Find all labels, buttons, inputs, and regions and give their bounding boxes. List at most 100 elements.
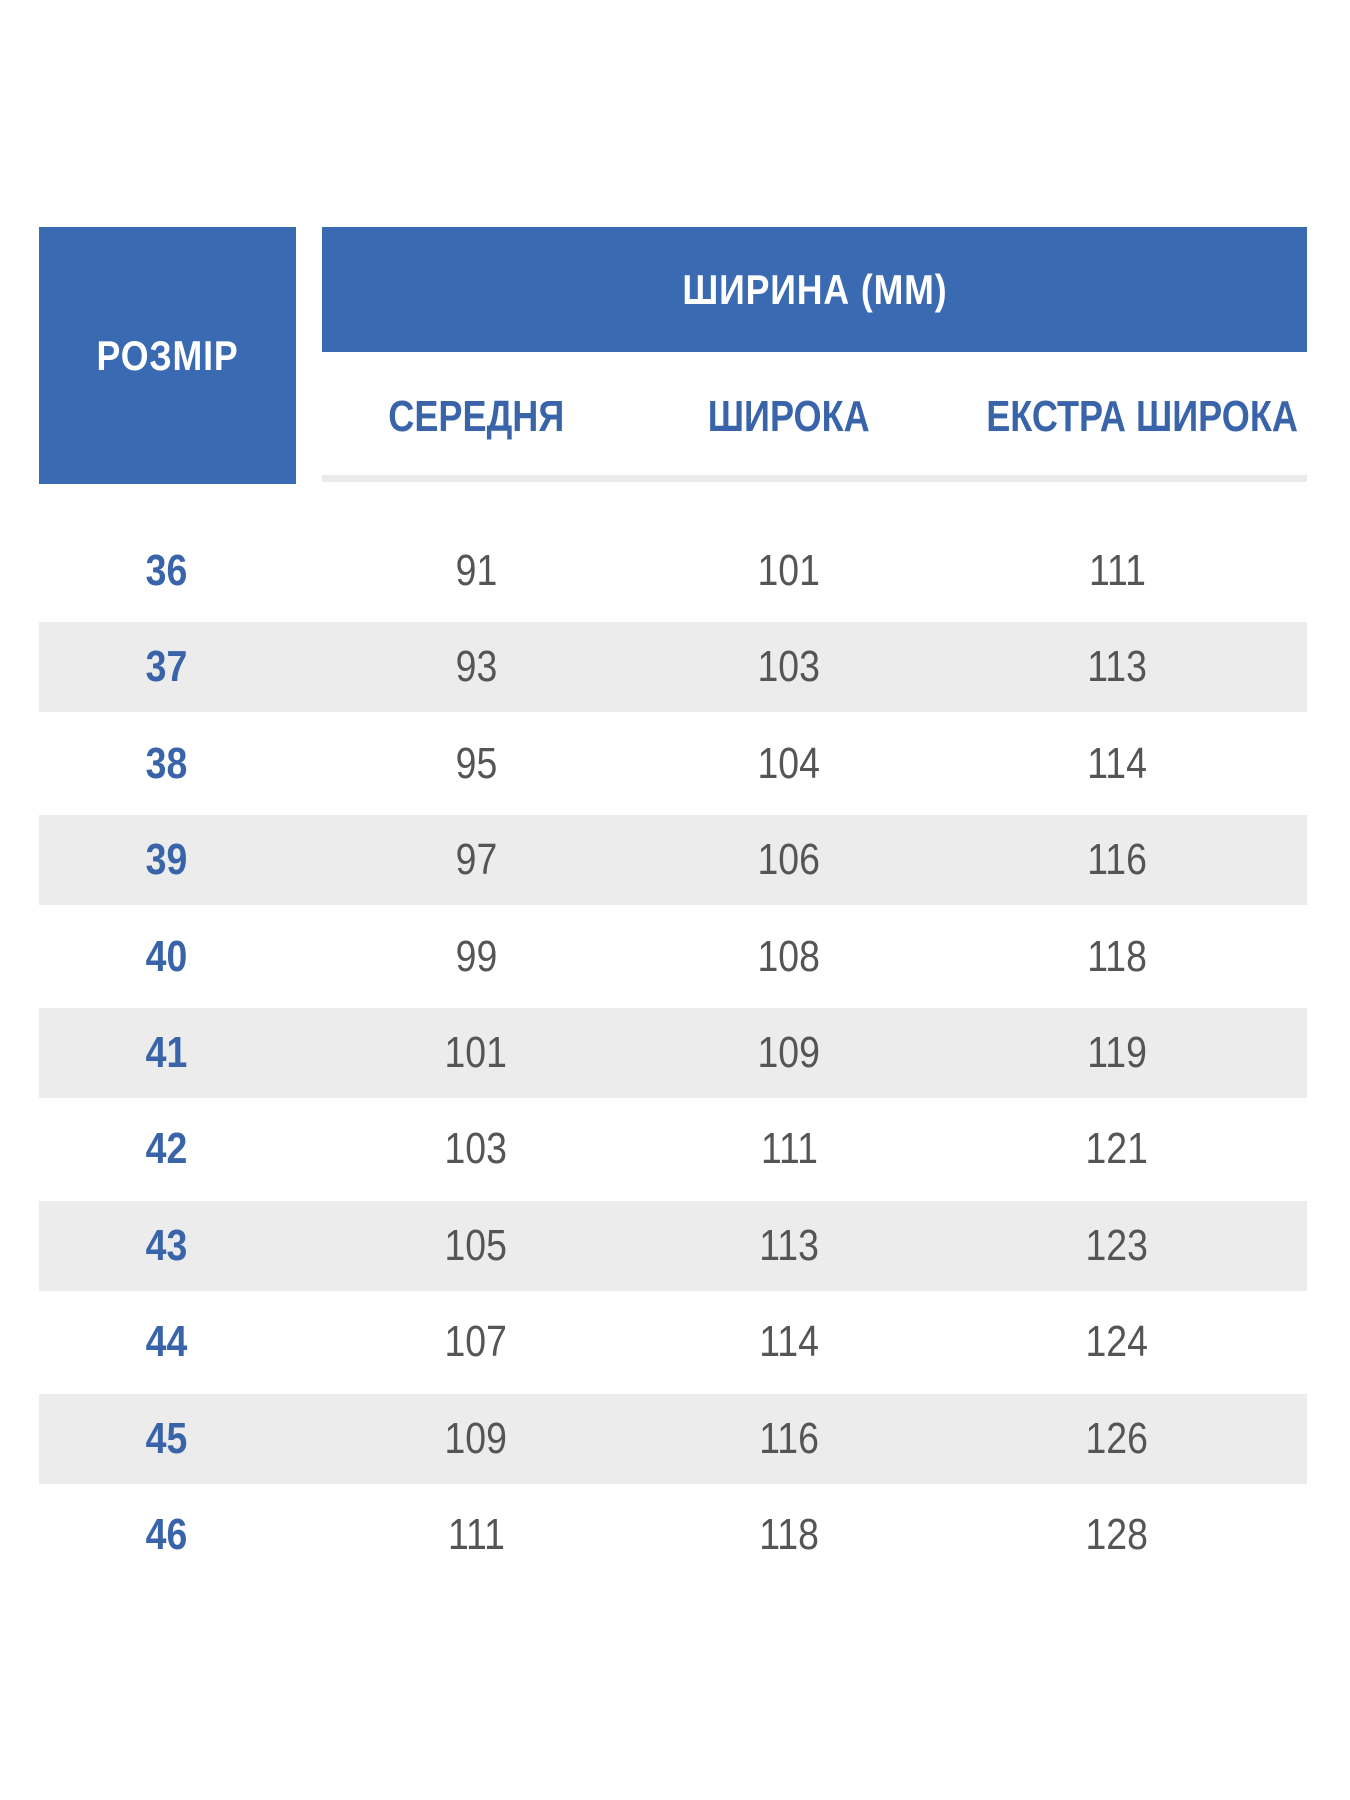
extra-wide-width-cell: 123 (967, 1201, 1267, 1291)
cell-value: 44 (145, 1317, 187, 1367)
medium-width-cell: 109 (326, 1394, 626, 1484)
cell-value: 46 (145, 1510, 187, 1559)
cell-value: 40 (145, 931, 187, 981)
cell-value: 116 (1087, 835, 1147, 885)
table-row: 44 107 114 124 (39, 1297, 1307, 1387)
cell-value: 43 (145, 1220, 187, 1270)
cell-value: 105 (444, 1220, 508, 1270)
cell-value: 119 (1087, 1028, 1147, 1077)
cell-value: 101 (444, 1028, 508, 1077)
wide-width-cell: 108 (639, 912, 939, 1002)
size-cell: 41 (16, 1008, 316, 1098)
wide-width-cell: 114 (639, 1297, 939, 1387)
size-cell: 39 (16, 815, 316, 905)
wide-width-cell: 109 (639, 1008, 939, 1098)
cell-value: 108 (757, 931, 821, 981)
cell-value: 37 (145, 642, 187, 692)
extra-wide-width-cell: 128 (967, 1490, 1267, 1580)
size-cell: 45 (16, 1394, 316, 1484)
size-column-header: РОЗМІР (39, 227, 296, 484)
size-cell: 36 (16, 526, 316, 616)
cell-value: 111 (1088, 546, 1146, 595)
subheader-extra-wide: ЕКСТРА ШИРОКА (952, 392, 1298, 442)
cell-value: 111 (760, 1124, 818, 1174)
medium-width-cell: 95 (326, 719, 626, 809)
cell-value: 41 (145, 1028, 187, 1077)
extra-wide-width-cell: 111 (967, 526, 1267, 616)
cell-value: 36 (145, 546, 187, 595)
table-row: 41 101 109 119 (39, 1008, 1307, 1098)
wide-width-cell: 101 (639, 526, 939, 616)
table-row: 37 93 103 113 (39, 622, 1307, 713)
cell-value: 116 (759, 1413, 819, 1463)
cell-value: 95 (455, 738, 497, 788)
table-row: 45 109 116 126 (39, 1393, 1307, 1484)
wide-width-cell: 103 (639, 622, 939, 712)
wide-width-cell: 111 (639, 1104, 939, 1194)
cell-value: 103 (444, 1124, 508, 1174)
cell-value: 118 (759, 1510, 819, 1559)
cell-value: 106 (757, 835, 821, 885)
cell-value: 103 (757, 642, 821, 692)
extra-wide-width-cell: 119 (967, 1008, 1267, 1098)
wide-width-cell: 116 (639, 1394, 939, 1484)
size-cell: 46 (16, 1490, 316, 1580)
table-row: 43 105 113 123 (39, 1200, 1307, 1291)
cell-value: 45 (145, 1413, 187, 1463)
size-cell: 40 (16, 912, 316, 1002)
medium-width-cell: 111 (326, 1490, 626, 1580)
cell-value: 38 (145, 738, 187, 788)
table-row: 42 103 111 121 (39, 1104, 1307, 1194)
medium-width-cell: 101 (326, 1008, 626, 1098)
size-cell: 43 (16, 1201, 316, 1291)
extra-wide-width-cell: 124 (967, 1297, 1267, 1387)
cell-value: 109 (757, 1028, 821, 1077)
table-row: 39 97 106 116 (39, 815, 1307, 906)
size-cell: 44 (16, 1297, 316, 1387)
medium-width-cell: 99 (326, 912, 626, 1002)
subheader-wide-label: ШИРОКА (708, 392, 870, 441)
cell-value: 126 (1085, 1413, 1149, 1463)
cell-value: 101 (757, 546, 821, 595)
extra-wide-width-cell: 114 (967, 719, 1267, 809)
subheader-medium: СЕРЕДНЯ (311, 392, 641, 442)
cell-value: 121 (1085, 1124, 1149, 1174)
cell-value: 109 (444, 1413, 508, 1463)
cell-value: 97 (455, 835, 497, 885)
extra-wide-width-cell: 118 (967, 912, 1267, 1002)
size-header-label: РОЗМІР (96, 331, 239, 379)
medium-width-cell: 93 (326, 622, 626, 712)
cell-value: 91 (455, 546, 497, 595)
subheader-wide: ШИРОКА (624, 392, 954, 442)
medium-width-cell: 105 (326, 1201, 626, 1291)
width-column-group-header: ШИРИНА (ММ) (322, 227, 1307, 352)
cell-value: 113 (759, 1220, 819, 1270)
extra-wide-width-cell: 126 (967, 1394, 1267, 1484)
subheader-extra-wide-label: ЕКСТРА ШИРОКА (986, 392, 1298, 441)
cell-value: 123 (1085, 1220, 1149, 1270)
cell-value: 114 (1087, 738, 1147, 788)
cell-value: 124 (1085, 1317, 1149, 1367)
header-divider (322, 475, 1307, 482)
cell-value: 114 (759, 1317, 819, 1367)
extra-wide-width-cell: 121 (967, 1104, 1267, 1194)
wide-width-cell: 118 (639, 1490, 939, 1580)
cell-value: 99 (455, 931, 497, 981)
size-cell: 42 (16, 1104, 316, 1194)
table-row: 38 95 104 114 (39, 719, 1307, 809)
extra-wide-width-cell: 113 (967, 622, 1267, 712)
cell-value: 93 (455, 642, 497, 692)
subheader-medium-label: СЕРЕДНЯ (388, 392, 564, 441)
table-row: 36 91 101 111 (39, 526, 1307, 616)
medium-width-cell: 97 (326, 815, 626, 905)
medium-width-cell: 91 (326, 526, 626, 616)
wide-width-cell: 113 (639, 1201, 939, 1291)
cell-value: 42 (145, 1124, 187, 1174)
wide-width-cell: 104 (639, 719, 939, 809)
cell-value: 111 (447, 1510, 505, 1559)
width-header-label: ШИРИНА (ММ) (681, 265, 948, 313)
wide-width-cell: 106 (639, 815, 939, 905)
cell-value: 104 (757, 738, 821, 788)
cell-value: 113 (1087, 642, 1147, 692)
size-cell: 37 (16, 622, 316, 712)
